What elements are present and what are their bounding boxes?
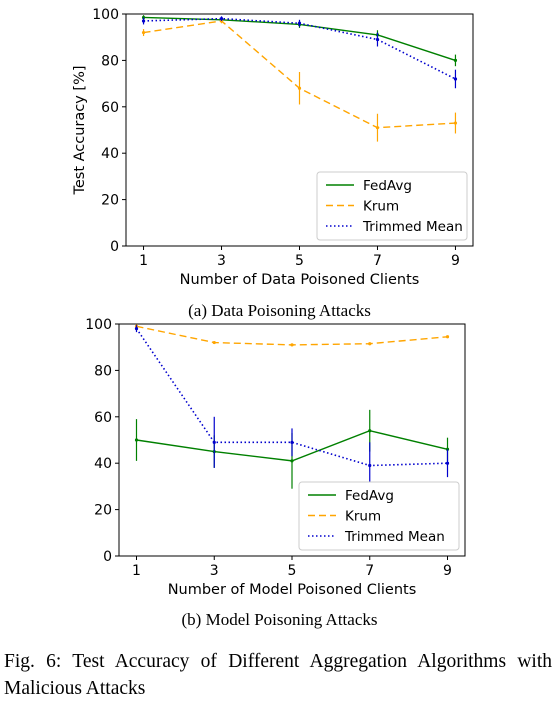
legend-label: FedAvg [363, 178, 412, 194]
y-tick-label: 20 [94, 503, 112, 519]
data-point [290, 343, 294, 347]
y-tick-label: 40 [94, 456, 112, 472]
legend-label: Trimmed Mean [362, 219, 463, 235]
x-tick-label: 3 [210, 563, 219, 579]
legend-label: Krum [363, 199, 399, 215]
subcaption-data-poisoning: (a) Data Poisoning Attacks [188, 301, 371, 320]
legend-label: Krum [345, 509, 381, 525]
legend-label: Trimmed Mean [344, 529, 445, 545]
data-point [134, 327, 139, 331]
data-point [453, 58, 458, 63]
subcaption-model-poisoning: (b) Model Poisoning Attacks [181, 610, 378, 629]
data-point [134, 438, 139, 442]
legend-box [316, 171, 468, 241]
x-tick-label: 9 [443, 563, 452, 579]
chart-model-poisoning: 0 20 40 60 80 100 1 3 5 7 9 Number of Model Poisone… [85, 318, 466, 598]
series-line-krum [136, 325, 448, 346]
x-tick-label: 5 [288, 563, 297, 579]
data-point [290, 459, 294, 463]
data-point [445, 335, 450, 339]
y-tick-label: 100 [85, 318, 112, 333]
data-point [368, 429, 372, 433]
y-tick-label: 0 [110, 239, 119, 255]
x-axis-label: Number of Data Poisoned Clients [180, 272, 420, 288]
data-point [212, 340, 216, 345]
x-tick-label: 3 [217, 253, 226, 269]
data-point [141, 30, 146, 35]
y-tick-label: 80 [101, 53, 119, 69]
figure-caption: Fig. 6: Test Accuracy of Different Aggre… [4, 651, 552, 699]
data-point [219, 17, 224, 21]
y-tick-label: 40 [101, 146, 119, 162]
chart-data-poisoning: 0 20 40 60 80 100 1 3 5 7 9 Number of Data Poisoned… [72, 7, 474, 288]
x-tick-label: 7 [373, 253, 382, 269]
y-tick-label: 60 [94, 410, 112, 426]
x-axis-label: Number of Model Poisoned Clients [168, 582, 417, 598]
data-point [368, 463, 372, 468]
x-tick-label: 9 [451, 253, 460, 269]
legend-label: FedAvg [345, 488, 394, 504]
data-point [375, 37, 380, 42]
y-tick-label: 0 [103, 549, 112, 565]
x-tick-label: 7 [365, 563, 374, 579]
y-axis-label: Test Accuracy [%] [72, 65, 88, 195]
data-point [290, 440, 294, 444]
y-tick-label: 100 [92, 7, 119, 23]
data-point [375, 126, 380, 130]
x-tick-label: 1 [132, 563, 141, 579]
data-point [141, 19, 146, 23]
data-point [445, 461, 450, 465]
data-point [212, 440, 216, 444]
data-point [453, 77, 458, 81]
x-tick-label: 1 [139, 253, 148, 269]
x-tick-label: 5 [295, 253, 304, 269]
y-tick-label: 60 [101, 100, 119, 116]
legend-box [298, 481, 460, 551]
y-tick-label: 20 [101, 193, 119, 209]
data-point [453, 121, 458, 125]
data-point [368, 342, 372, 346]
data-point [297, 86, 302, 90]
data-point [297, 21, 302, 25]
y-tick-label: 80 [94, 363, 112, 379]
